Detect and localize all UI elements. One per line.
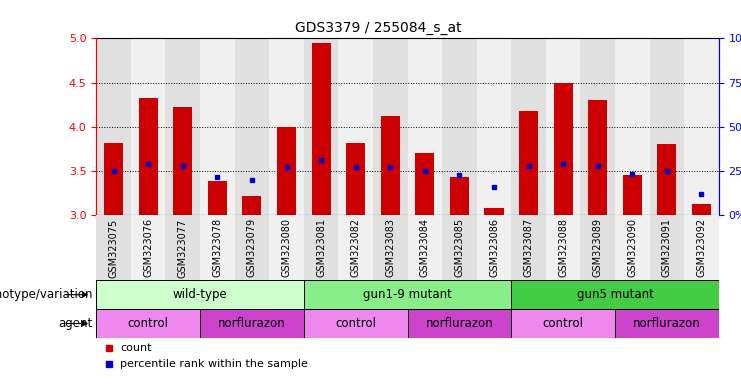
Bar	[580, 38, 615, 215]
Bar	[339, 215, 373, 280]
Bar	[200, 38, 235, 215]
Bar	[546, 38, 580, 215]
Text: GSM323088: GSM323088	[558, 218, 568, 277]
Text: control: control	[542, 317, 584, 330]
Text: control: control	[335, 317, 376, 330]
Bar	[235, 215, 269, 280]
Bar	[200, 215, 235, 280]
Bar	[622, 175, 642, 215]
Text: norflurazon: norflurazon	[633, 317, 701, 330]
Bar	[546, 215, 580, 280]
Bar	[415, 153, 434, 215]
Bar	[339, 38, 373, 215]
Bar	[381, 116, 399, 215]
Bar	[615, 215, 650, 280]
Bar	[96, 215, 131, 280]
Bar	[408, 309, 511, 338]
Bar	[96, 38, 131, 215]
Bar	[277, 127, 296, 215]
Text: norflurazon: norflurazon	[425, 317, 494, 330]
Text: percentile rank within the sample: percentile rank within the sample	[120, 359, 308, 369]
Bar	[450, 177, 469, 215]
Text: norflurazon: norflurazon	[218, 317, 286, 330]
Text: gun5 mutant: gun5 mutant	[576, 288, 654, 301]
Bar	[511, 215, 546, 280]
Bar	[408, 215, 442, 280]
Text: GSM323086: GSM323086	[489, 218, 499, 277]
Bar	[684, 38, 719, 215]
Bar	[476, 38, 511, 215]
Bar	[692, 204, 711, 215]
Text: genotype/variation: genotype/variation	[0, 288, 93, 301]
Bar	[580, 215, 615, 280]
Text: GSM323077: GSM323077	[178, 218, 187, 278]
Bar	[165, 38, 200, 215]
Bar	[304, 309, 408, 338]
Bar	[304, 38, 339, 215]
Text: GSM323084: GSM323084	[420, 218, 430, 277]
Bar	[684, 215, 719, 280]
Bar	[476, 215, 511, 280]
Bar	[373, 215, 408, 280]
Bar	[200, 309, 304, 338]
Bar	[346, 142, 365, 215]
Text: GSM323085: GSM323085	[454, 218, 465, 277]
Bar	[588, 100, 607, 215]
Text: GSM323092: GSM323092	[697, 218, 706, 277]
Bar	[511, 280, 719, 309]
Text: GSM323091: GSM323091	[662, 218, 672, 277]
Text: control: control	[127, 317, 169, 330]
Bar	[615, 309, 719, 338]
Bar	[269, 38, 304, 215]
Bar	[96, 280, 304, 309]
Text: agent: agent	[59, 317, 93, 330]
Text: GSM323075: GSM323075	[109, 218, 119, 278]
Bar	[131, 215, 165, 280]
Text: GSM323076: GSM323076	[143, 218, 153, 277]
Text: GSM323087: GSM323087	[524, 218, 534, 277]
Bar	[139, 98, 158, 215]
Text: GDS3379 / 255084_s_at: GDS3379 / 255084_s_at	[295, 21, 461, 35]
Bar	[650, 215, 684, 280]
Bar	[511, 38, 546, 215]
Bar	[269, 215, 304, 280]
Text: wild-type: wild-type	[173, 288, 227, 301]
Bar	[311, 43, 330, 215]
Bar	[104, 142, 123, 215]
Bar	[657, 144, 677, 215]
Bar	[242, 195, 262, 215]
Text: count: count	[120, 343, 151, 353]
Bar	[519, 111, 538, 215]
Bar	[442, 215, 476, 280]
Bar	[165, 215, 200, 280]
Bar	[173, 107, 192, 215]
Bar	[131, 38, 165, 215]
Text: GSM323079: GSM323079	[247, 218, 257, 277]
Bar	[235, 38, 269, 215]
Bar	[304, 280, 511, 309]
Text: GSM323082: GSM323082	[350, 218, 361, 277]
Bar	[96, 309, 200, 338]
Bar	[373, 38, 408, 215]
Bar	[304, 215, 339, 280]
Bar	[511, 309, 615, 338]
Text: GSM323089: GSM323089	[593, 218, 602, 277]
Bar	[554, 83, 573, 215]
Text: GSM323090: GSM323090	[628, 218, 637, 277]
Bar	[207, 182, 227, 215]
Text: GSM323080: GSM323080	[282, 218, 291, 277]
Text: GSM323078: GSM323078	[213, 218, 222, 277]
Text: GSM323083: GSM323083	[385, 218, 395, 277]
Bar	[650, 38, 684, 215]
Text: gun1-9 mutant: gun1-9 mutant	[363, 288, 452, 301]
Bar	[408, 38, 442, 215]
Bar	[615, 38, 650, 215]
Bar	[485, 208, 503, 215]
Bar	[442, 38, 476, 215]
Text: GSM323081: GSM323081	[316, 218, 326, 277]
